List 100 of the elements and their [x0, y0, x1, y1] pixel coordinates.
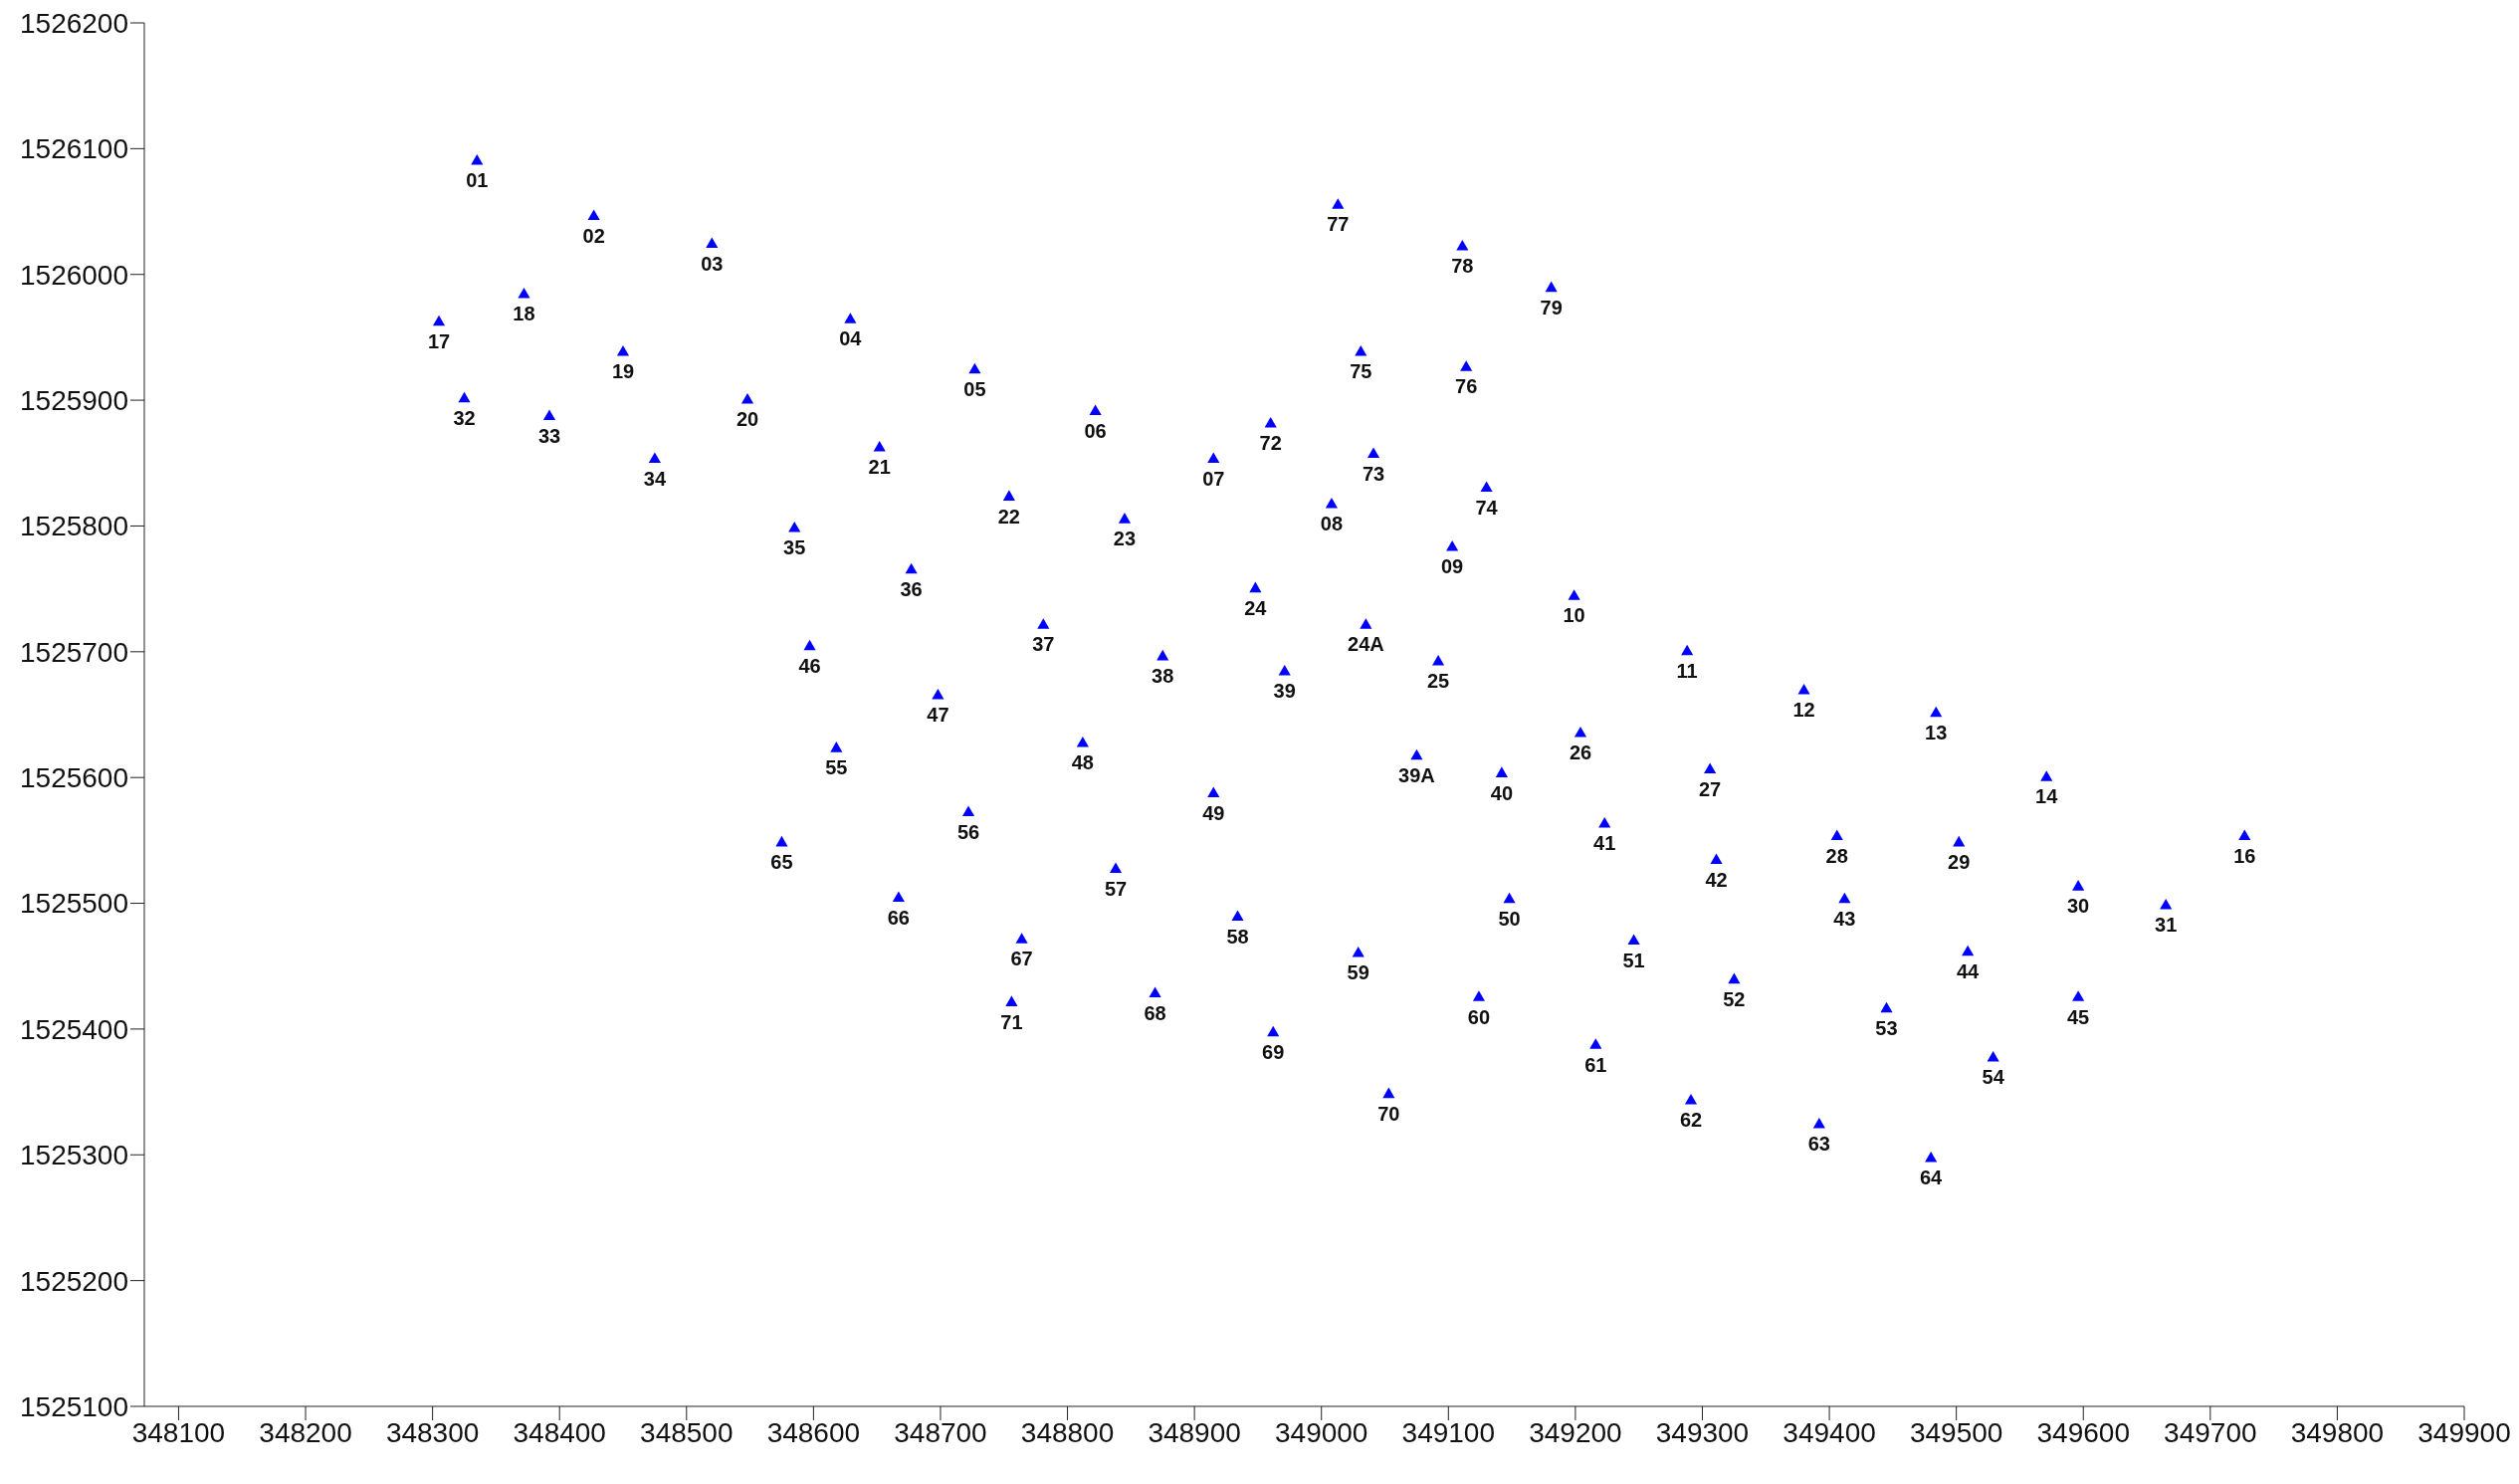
annotation: 26 [1569, 742, 1592, 764]
annotation: 54 [1982, 1066, 2005, 1089]
annotation: 60 [1467, 1005, 1491, 1028]
annotation: 65 [770, 851, 793, 874]
annotation: 39A [1398, 763, 1435, 786]
annotation: 30 [2067, 895, 2090, 918]
annotation: 53 [1875, 1016, 1898, 1039]
x-tick-label: 348600 [766, 1416, 861, 1448]
y-tick-label: 1525900 [19, 385, 128, 417]
annotation: 33 [537, 424, 561, 447]
annotation: 43 [1833, 907, 1856, 930]
annotation: 19 [611, 360, 635, 383]
y-tick-label: 1525300 [19, 1140, 128, 1171]
annotation: 58 [1226, 925, 1249, 948]
annotation: 01 [466, 169, 489, 192]
x-tick-label: 348300 [385, 1416, 480, 1448]
annotation: 06 [1084, 419, 1107, 442]
annotation: 18 [513, 303, 535, 325]
annotation: 37 [1032, 633, 1055, 656]
annotation: 10 [1563, 604, 1585, 627]
annotation: 12 [1792, 699, 1815, 722]
annotation: 74 [1475, 496, 1499, 519]
annotation: 38 [1152, 665, 1174, 688]
annotation: 25 [1426, 670, 1450, 693]
annotation: 41 [1593, 832, 1616, 855]
annotation: 56 [956, 820, 980, 843]
annotation: 68 [1144, 1001, 1166, 1024]
y-tick-label: 1525100 [19, 1390, 128, 1422]
x-tick-label: 349500 [1909, 1416, 2003, 1448]
annotation: 04 [839, 327, 863, 350]
annotation: 23 [1113, 528, 1137, 550]
annotation: 69 [1262, 1040, 1285, 1063]
annotation: 48 [1071, 751, 1094, 774]
annotation: 71 [1000, 1010, 1023, 1033]
y-tick-label: 1525600 [19, 762, 128, 794]
x-tick-label: 348700 [894, 1416, 987, 1448]
x-tick-label: 349200 [1529, 1416, 1622, 1448]
annotation: 45 [2067, 1005, 2090, 1028]
annotation: 09 [1441, 555, 1464, 578]
annotation: 72 [1259, 432, 1282, 455]
annotation: 29 [1948, 851, 1971, 874]
annotation: 63 [1807, 1133, 1830, 1156]
annotation: 16 [2233, 844, 2256, 867]
annotation: 03 [701, 252, 724, 275]
annotation: 49 [1202, 801, 1225, 824]
y-tick-label: 1525800 [19, 511, 128, 542]
x-tick-label: 349600 [2036, 1416, 2130, 1448]
annotation: 42 [1705, 868, 1728, 891]
annotation: 73 [1362, 462, 1385, 485]
y-tick-label: 1526100 [19, 133, 128, 165]
annotation: 02 [582, 224, 605, 247]
x-tick-label: 349100 [1401, 1416, 1496, 1448]
annotation: 22 [997, 505, 1020, 528]
y-tick-label: 1525500 [19, 888, 128, 920]
annotation: 61 [1584, 1053, 1607, 1076]
y-tick-label: 1525400 [19, 1013, 128, 1045]
annotation: 24 [1244, 596, 1268, 619]
annotation: 77 [1327, 213, 1350, 236]
annotation: 79 [1540, 296, 1563, 318]
annotation: 11 [1676, 660, 1698, 683]
annotation: 44 [1957, 960, 1981, 983]
y-tick-label: 1526000 [19, 259, 128, 291]
y-tick-label: 1526200 [19, 7, 128, 39]
annotation: 21 [868, 456, 891, 479]
annotation: 17 [427, 329, 451, 352]
annotation: 51 [1622, 949, 1645, 971]
annotation: 50 [1498, 907, 1521, 930]
annotation: 07 [1202, 467, 1225, 490]
annotation: 57 [1104, 877, 1128, 900]
annotation: 08 [1320, 513, 1344, 535]
annotation: 76 [1455, 375, 1478, 398]
x-tick-label: 348100 [131, 1416, 226, 1448]
annotation: 05 [963, 377, 986, 400]
x-tick-label: 349700 [2164, 1416, 2257, 1448]
y-tick-label: 1525700 [19, 636, 128, 668]
annotation: 46 [798, 654, 821, 677]
annotation: 67 [1010, 948, 1033, 970]
y-tick-label: 1525200 [19, 1265, 128, 1297]
annotation: 59 [1347, 961, 1369, 984]
x-tick-label: 348900 [1148, 1416, 1241, 1448]
annotation: 28 [1825, 844, 1848, 867]
annotation: 47 [927, 704, 949, 727]
x-tick-label: 349900 [2417, 1416, 2511, 1448]
annotation: 64 [1920, 1166, 1944, 1189]
annotation: 70 [1377, 1102, 1400, 1125]
annotation: 66 [887, 906, 910, 929]
x-tick-label: 348500 [640, 1416, 734, 1448]
x-tick-label: 349800 [2290, 1416, 2385, 1448]
annotation: 31 [2155, 914, 2178, 937]
annotation: 27 [1699, 777, 1722, 800]
x-tick-label: 349400 [1783, 1416, 1876, 1448]
x-tick-label: 349000 [1275, 1416, 1368, 1448]
annotation: 52 [1723, 987, 1746, 1010]
annotation: 24A [1348, 633, 1384, 656]
annotation: 78 [1451, 255, 1474, 278]
annotation: 36 [900, 577, 923, 600]
annotation: 34 [643, 467, 667, 490]
annotation: 40 [1490, 781, 1514, 804]
annotation: 62 [1679, 1109, 1703, 1132]
x-tick-label: 348200 [259, 1416, 352, 1448]
